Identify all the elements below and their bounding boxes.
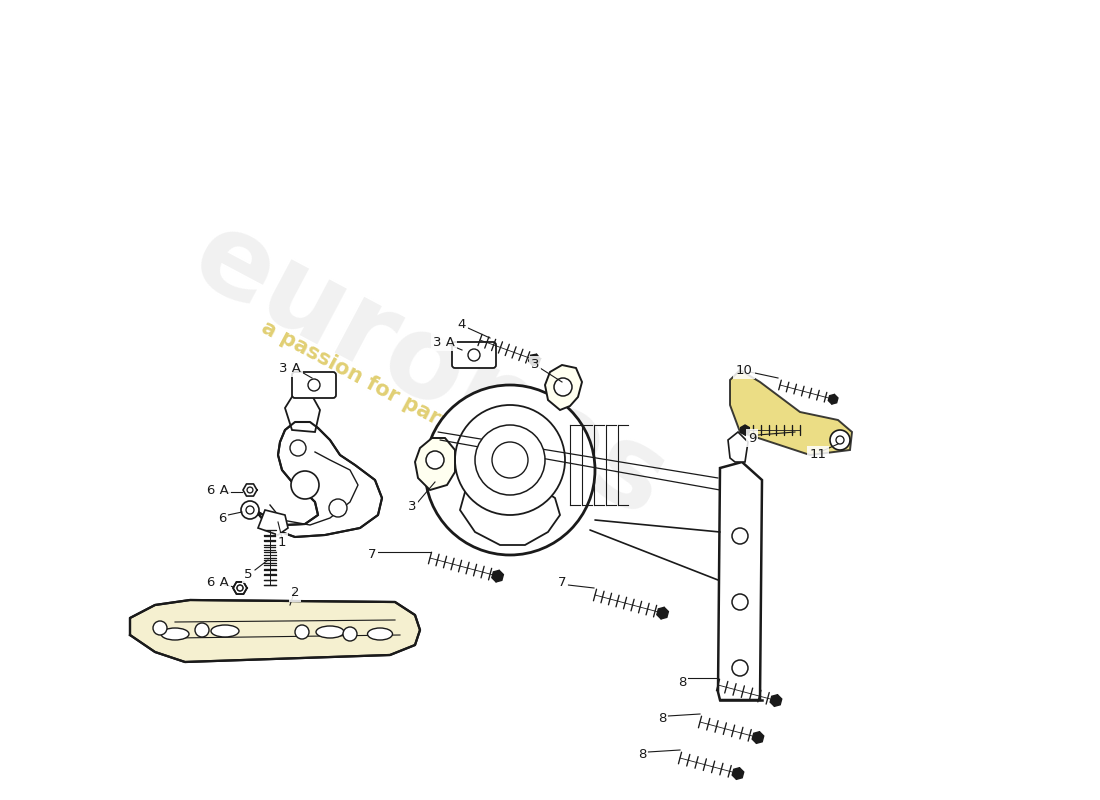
Text: 3 A: 3 A	[279, 362, 301, 374]
Circle shape	[246, 506, 254, 514]
Circle shape	[830, 430, 850, 450]
Polygon shape	[529, 354, 540, 366]
Polygon shape	[728, 432, 748, 462]
Polygon shape	[285, 392, 320, 432]
Polygon shape	[243, 484, 257, 496]
Polygon shape	[130, 600, 420, 662]
Circle shape	[426, 451, 444, 469]
Text: 6 A: 6 A	[207, 483, 229, 497]
Circle shape	[732, 594, 748, 610]
Circle shape	[425, 385, 595, 555]
Polygon shape	[752, 732, 763, 743]
Text: 8: 8	[678, 675, 686, 689]
Circle shape	[308, 379, 320, 391]
Circle shape	[241, 501, 258, 519]
Circle shape	[455, 405, 565, 515]
Circle shape	[195, 623, 209, 637]
Circle shape	[153, 621, 167, 635]
Text: europes: europes	[175, 199, 685, 541]
Text: 2: 2	[290, 586, 299, 599]
Circle shape	[468, 349, 480, 361]
Circle shape	[238, 585, 243, 591]
Polygon shape	[233, 582, 248, 594]
Circle shape	[238, 585, 243, 591]
Text: a passion for parts since 1985: a passion for parts since 1985	[258, 318, 582, 502]
FancyBboxPatch shape	[452, 342, 496, 368]
Circle shape	[343, 627, 358, 641]
Polygon shape	[733, 768, 744, 779]
Polygon shape	[730, 370, 853, 455]
Circle shape	[732, 660, 748, 676]
Text: 8: 8	[638, 749, 646, 762]
Ellipse shape	[367, 628, 393, 640]
Text: 3: 3	[530, 358, 539, 371]
Ellipse shape	[316, 626, 344, 638]
Circle shape	[329, 499, 346, 517]
Polygon shape	[740, 425, 749, 435]
Polygon shape	[718, 462, 762, 700]
Text: 10: 10	[736, 363, 752, 377]
Text: 4: 4	[458, 318, 466, 331]
Polygon shape	[460, 480, 560, 545]
Circle shape	[554, 378, 572, 396]
Polygon shape	[770, 694, 782, 706]
Text: 5: 5	[244, 567, 252, 581]
Circle shape	[492, 442, 528, 478]
Circle shape	[248, 487, 253, 493]
Ellipse shape	[161, 628, 189, 640]
Polygon shape	[415, 438, 455, 490]
Text: 7: 7	[558, 575, 566, 589]
Polygon shape	[492, 570, 504, 582]
Polygon shape	[255, 422, 382, 537]
Polygon shape	[258, 510, 288, 535]
Polygon shape	[828, 394, 838, 404]
Polygon shape	[544, 365, 582, 410]
Circle shape	[295, 625, 309, 639]
Circle shape	[292, 471, 319, 499]
Ellipse shape	[211, 625, 239, 637]
Text: 1: 1	[277, 535, 286, 549]
Text: 3: 3	[408, 499, 416, 513]
Text: 6 A: 6 A	[207, 577, 229, 590]
FancyBboxPatch shape	[292, 372, 336, 398]
Circle shape	[475, 425, 544, 495]
Text: 9: 9	[748, 431, 756, 445]
Polygon shape	[233, 582, 248, 594]
Polygon shape	[657, 607, 669, 619]
Text: 8: 8	[658, 711, 667, 725]
Text: 3 A: 3 A	[433, 335, 455, 349]
Circle shape	[836, 436, 844, 444]
Circle shape	[732, 528, 748, 544]
Text: 6: 6	[218, 511, 227, 525]
Circle shape	[290, 440, 306, 456]
Text: 7: 7	[367, 549, 376, 562]
Text: 11: 11	[810, 449, 826, 462]
